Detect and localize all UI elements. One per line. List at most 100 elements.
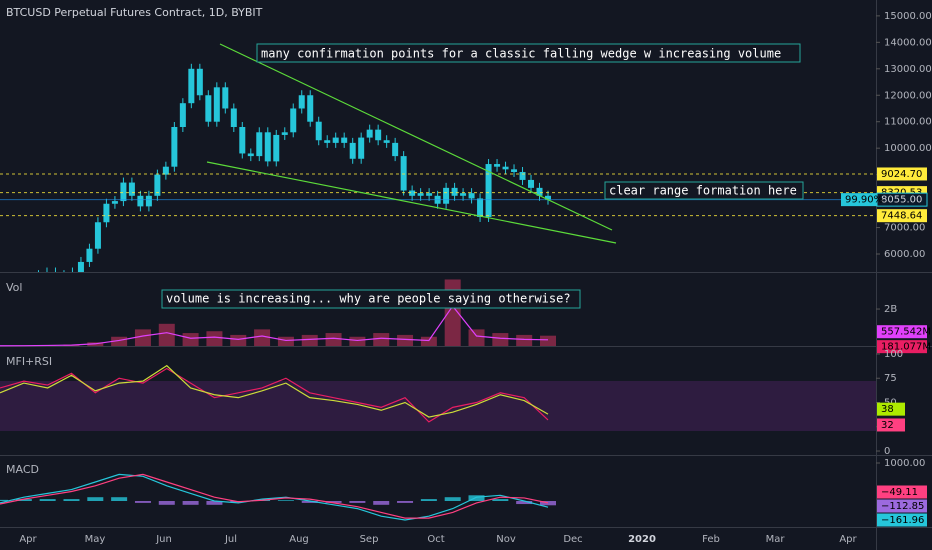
- volume-bar: [540, 335, 556, 346]
- price-tag: [877, 325, 927, 339]
- price-tag-label: 181.077M: [881, 342, 931, 353]
- macd-histogram-bar: [111, 497, 128, 502]
- annotation-box: [604, 181, 804, 200]
- macd-histogram-bar: [349, 501, 366, 503]
- candle-body: [120, 182, 127, 202]
- candle-body: [468, 193, 475, 199]
- volume-bar: [325, 333, 342, 346]
- volume-bar: [468, 329, 485, 346]
- plot-layer: [0, 63, 876, 521]
- price-tag: [877, 340, 927, 354]
- candle-body: [528, 179, 535, 188]
- volume-bar: [420, 336, 437, 346]
- pane-title: MFI+RSI: [6, 355, 52, 368]
- macd-histogram-bar: [516, 501, 533, 505]
- candle-body: [298, 95, 305, 109]
- candle-body: [451, 187, 458, 196]
- y-tick-label: 13000.00: [884, 64, 932, 75]
- candle-body: [375, 129, 382, 141]
- signal-line: [0, 473, 549, 519]
- candle-body: [111, 201, 118, 204]
- candle-body: [383, 140, 390, 143]
- candle-body: [426, 193, 433, 196]
- x-axis-label: Mar: [766, 534, 786, 545]
- y-tick-label: 14000.00: [884, 37, 932, 48]
- candle-body: [366, 129, 373, 138]
- candle-body: [188, 68, 195, 104]
- annotation-box: [256, 43, 801, 63]
- candle-body: [332, 137, 339, 143]
- macd-histogram-bar: [444, 497, 461, 502]
- candle-body: [519, 171, 526, 180]
- x-axis-label: Apr: [19, 534, 37, 545]
- symbol-title: BTCUSD Perpetual Futures Contract, 1D, B…: [6, 6, 263, 19]
- candle-body: [494, 164, 501, 167]
- price-tag: [877, 485, 927, 499]
- candle-body: [358, 137, 365, 159]
- candle-body: [511, 169, 518, 172]
- volume-bar: [516, 334, 533, 346]
- x-axis-label: Jul: [224, 534, 237, 545]
- macd-histogram-bar: [0, 499, 8, 502]
- candle-body: [315, 121, 322, 141]
- macd-histogram-bar: [134, 501, 151, 503]
- candle-body: [536, 187, 543, 196]
- candle-body: [392, 142, 399, 157]
- volume-bar: [134, 329, 151, 346]
- wedge-lower-line: [206, 161, 617, 244]
- x-axis-label: Jun: [155, 534, 172, 545]
- candle-body: [52, 273, 58, 278]
- candle-body: [137, 195, 144, 207]
- price-tag-label: 32: [881, 420, 894, 431]
- macd-histogram-bar: [87, 497, 104, 502]
- macd-histogram-bar: [492, 499, 509, 502]
- wedge-upper-line: [219, 43, 613, 231]
- y-tick-label: 1000.00: [884, 458, 925, 469]
- volume-ma: [0, 305, 549, 347]
- price-tag-label: 9024.70: [881, 169, 922, 180]
- macd-histogram-bar: [468, 495, 485, 502]
- y-tick-label: 100: [884, 349, 903, 360]
- rsi-line: [0, 364, 549, 418]
- price-tag: [877, 209, 927, 223]
- volume-bar: [301, 334, 318, 346]
- candle-body: [545, 195, 551, 200]
- macd-histogram-bar: [182, 501, 199, 505]
- macd-histogram-bar: [397, 501, 414, 503]
- candles: [27, 63, 551, 284]
- pane-title: Vol: [6, 281, 22, 294]
- x-axis-label: May: [85, 534, 106, 545]
- volume-bar: [349, 336, 366, 346]
- candle-body: [205, 95, 212, 122]
- price-tag: [877, 499, 927, 513]
- candle-body: [460, 193, 467, 196]
- macd-histogram-bar: [15, 499, 32, 502]
- volume-bar: [230, 334, 247, 346]
- x-axis-label: Feb: [702, 534, 720, 545]
- x-axis-label: Apr: [839, 534, 857, 545]
- candle-body: [417, 193, 424, 196]
- macd-histogram-bar: [63, 499, 80, 502]
- annotation: many confirmation points for a classic f…: [261, 47, 781, 61]
- price-tag-label: −161.96: [881, 515, 924, 526]
- y-tick-label: 10000.00: [884, 143, 932, 154]
- percent-tag-label: 99.90%: [845, 195, 883, 206]
- macd-histogram-bar: [373, 501, 390, 505]
- candle-body: [27, 283, 33, 284]
- percent-tag: [841, 193, 877, 207]
- candle-body: [400, 156, 407, 191]
- candle-body: [349, 142, 356, 159]
- volume-bar: [373, 333, 390, 346]
- price-tag-label: −49.11: [881, 487, 918, 498]
- volume-bar: [397, 334, 414, 346]
- x-axis-label: 2020: [628, 534, 656, 545]
- candle-body: [324, 140, 331, 143]
- candle-body: [477, 198, 484, 217]
- candle-body: [264, 132, 271, 162]
- y-tick-label: 12000.00: [884, 90, 932, 101]
- candle-body: [290, 108, 297, 133]
- macd-histogram-bar: [206, 501, 223, 505]
- y-tick-label: 11000.00: [884, 117, 932, 128]
- volume-bar: [492, 333, 509, 346]
